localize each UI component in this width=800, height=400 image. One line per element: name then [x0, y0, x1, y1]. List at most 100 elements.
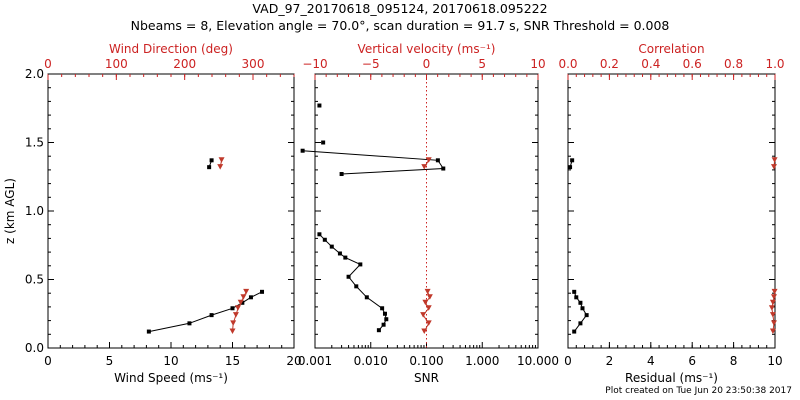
panel-residual-top-tick-label: 1.0: [765, 57, 784, 71]
panel-wind-top-tick-label: 200: [173, 57, 196, 71]
chart-title: VAD_97_20170618_095124, 20170618.095222: [252, 1, 548, 16]
panel-snr-bottom-marker: [343, 255, 348, 260]
panel-residual-top-marker: [770, 294, 777, 300]
panel-wind-top-marker: [218, 157, 225, 163]
panel-snr-bottom-marker: [346, 274, 351, 279]
panel-snr-bottom-marker: [384, 317, 389, 322]
panel-snr-series-line: [302, 150, 445, 175]
panel-wind-bottom-tick-label: 10: [163, 354, 178, 368]
panel-snr-top-marker: [421, 328, 428, 335]
panel-residual-bottom-marker: [568, 165, 573, 170]
panel-wind-frame: [47, 73, 295, 349]
panel-wind-bottom-marker: [207, 165, 212, 170]
chart-subtitle: Nbeams = 8, Elevation angle = 70.0°, sca…: [130, 18, 670, 33]
y-tick-label: 0.0: [25, 341, 44, 355]
y-tick-label: 2.0: [25, 67, 44, 81]
panel-residual-top-marker: [769, 299, 776, 306]
panel-wind-bottom-marker: [240, 300, 245, 305]
panel-residual-top-tick-label: 0.2: [600, 57, 619, 71]
panel-snr-bottom-marker: [381, 322, 386, 327]
panel-snr-bottom-tick-label: 1.000: [465, 354, 499, 368]
panel-residual-bottom-marker: [584, 313, 589, 318]
panel-snr-bottom-axis-label: SNR: [414, 371, 439, 385]
panel-snr-top-tick-label: 0: [423, 57, 431, 71]
panel-wind-top-tick-label: 0: [44, 57, 52, 71]
y-axis-label: z (km AGL): [3, 178, 17, 244]
panel-residual-bottom-tick-label: 10: [767, 354, 782, 368]
panel-residual-top-marker: [770, 164, 777, 170]
panel-residual-bottom-tick-label: 2: [606, 354, 614, 368]
panel-snr-bottom-marker: [382, 311, 387, 316]
panel-wind-bottom-marker: [230, 306, 235, 311]
panel-wind-bottom-tick-label: 15: [225, 354, 240, 368]
panel-snr-bottom-marker: [358, 262, 363, 267]
panel-snr-series-line: [319, 233, 387, 331]
panel-wind-bottom-tick-label: 20: [286, 354, 301, 368]
panel-wind-top-tick-label: 300: [242, 57, 265, 71]
panel-wind-top-marker: [232, 312, 239, 318]
panel-snr-top-marker: [426, 294, 433, 300]
panel-snr-bottom-marker: [300, 148, 305, 153]
panel-snr-bottom-marker: [329, 244, 334, 249]
panel-snr-bottom-marker: [364, 295, 369, 300]
panel-snr-bottom-tick-label: 10.000: [517, 354, 559, 368]
panel-residual-top-axis-label: Correlation: [638, 42, 704, 56]
panel-wind-top-marker: [230, 320, 237, 326]
panel-wind-bottom-marker: [187, 321, 192, 326]
panel-residual-bottom-axis-label: Residual (ms⁻¹): [625, 371, 718, 385]
panel-wind-bottom-tick-label: 0: [44, 354, 52, 368]
panel-wind-bottom-marker: [248, 295, 253, 300]
panel-snr-top-marker: [425, 157, 432, 163]
panel-residual-bottom-tick-label: 0: [564, 354, 572, 368]
panel-residual-bottom-marker: [572, 289, 577, 294]
panel-residual-bottom-marker: [574, 295, 579, 300]
panel-residual-top-tick-label: 0.8: [724, 57, 743, 71]
panel-wind-bottom-marker: [209, 313, 214, 318]
panel-residual-bottom-marker: [578, 321, 583, 326]
panel-snr-top-tick-label: 10: [530, 57, 545, 71]
panel-wind-top-tick-label: 100: [105, 57, 128, 71]
panel-snr-bottom-marker: [354, 284, 359, 289]
panel-wind-bottom-axis-label: Wind Speed (ms⁻¹): [114, 371, 228, 385]
panel-snr-bottom-tick-label: 0.100: [409, 354, 443, 368]
panel-residual-frame: [567, 73, 776, 349]
panel-snr-bottom-marker: [376, 328, 381, 333]
panel-residual-top-tick-label: 0.6: [683, 57, 702, 71]
y-tick-label: 1.0: [25, 204, 44, 218]
panel-snr-top-tick-label: −10: [302, 57, 327, 71]
panel-snr-top-tick-label: −5: [362, 57, 380, 71]
panel-snr-top-tick-label: 5: [478, 57, 486, 71]
panel-residual-top-marker: [769, 312, 776, 318]
panel-residual-top-marker: [769, 328, 776, 335]
panel-wind-bottom-marker: [209, 158, 214, 163]
panel-residual-bottom-tick-label: 8: [730, 354, 738, 368]
panel-wind-bottom-marker: [260, 289, 265, 294]
panel-residual-top-marker: [771, 157, 778, 163]
panel-residual-top-tick-label: 0.4: [641, 57, 660, 71]
panel-wind-top-marker: [237, 299, 244, 306]
y-tick-label: 1.5: [25, 136, 44, 150]
panel-snr-bottom-marker: [435, 158, 440, 163]
panel-snr-bottom-marker: [317, 232, 322, 237]
panel-residual-bottom-marker: [570, 158, 575, 163]
panel-wind-top-marker: [217, 164, 224, 170]
panel-snr-top-marker: [425, 320, 432, 326]
panel-snr-top-marker: [421, 164, 428, 170]
panel-wind-bottom-tick-label: 5: [106, 354, 114, 368]
panel-snr-bottom-tick-label: 0.001: [298, 354, 332, 368]
panel-residual-top-marker: [768, 305, 775, 311]
panel-snr-top-marker: [422, 299, 429, 306]
plot-created-footer: Plot created on Tue Jun 20 23:50:38 2017: [605, 386, 792, 396]
panel-wind-top-marker: [229, 328, 236, 335]
panel-snr-bottom-marker: [380, 306, 385, 311]
panel-wind-top-marker: [234, 305, 241, 311]
panel-snr-bottom-marker: [321, 140, 326, 145]
panel-snr-top-marker: [425, 305, 432, 311]
panel-snr-bottom-marker: [337, 251, 342, 256]
panel-snr-top-marker: [420, 312, 427, 318]
panel-residual-bottom-tick-label: 4: [647, 354, 655, 368]
panel-residual-bottom-marker: [578, 300, 583, 305]
panel-wind-top-marker: [240, 294, 247, 300]
panel-wind-top-axis-label: Wind Direction (deg): [109, 42, 233, 56]
